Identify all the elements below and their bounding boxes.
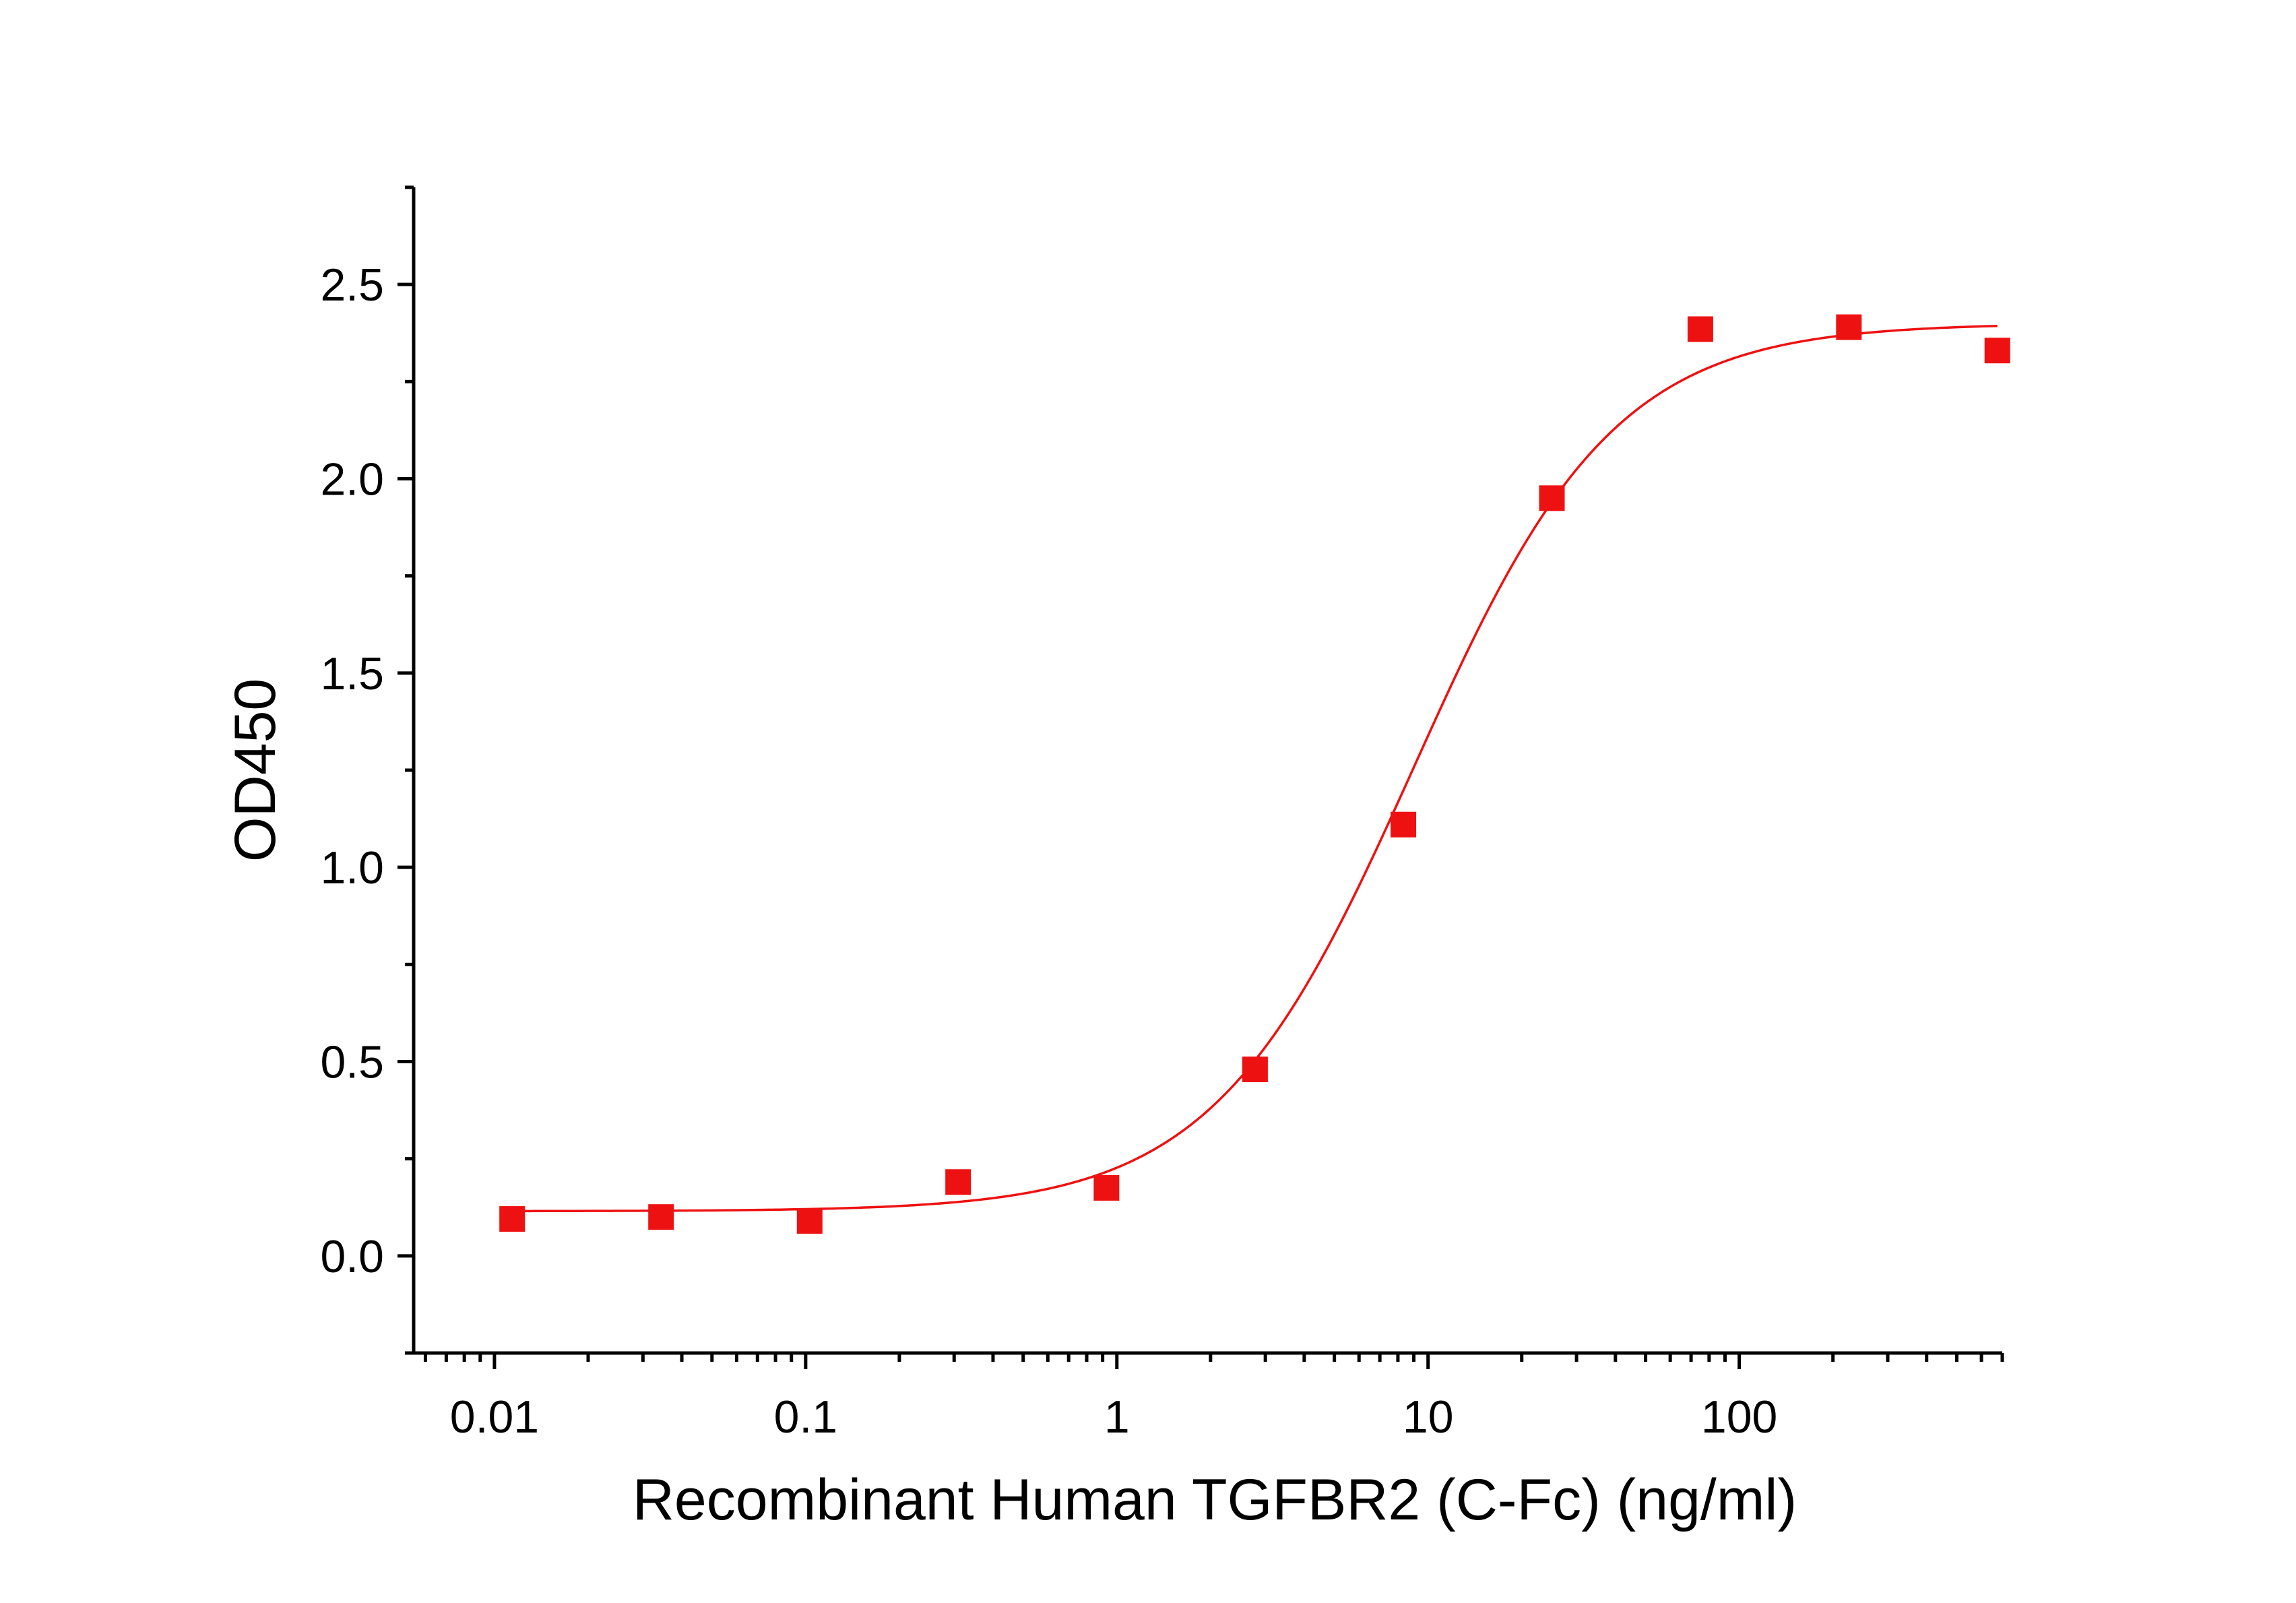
- x-tick-label: 1: [1104, 1391, 1130, 1443]
- data-point: [1539, 485, 1565, 511]
- data-point: [1093, 1174, 1120, 1201]
- y-tick-label: 0.0: [320, 1231, 384, 1282]
- x-tick-label: 0.1: [774, 1391, 838, 1443]
- x-tick-label: 10: [1403, 1391, 1454, 1443]
- y-tick-label: 1.0: [320, 842, 384, 893]
- y-tick-label: 0.5: [320, 1037, 384, 1088]
- x-tick-label: 0.01: [450, 1391, 539, 1443]
- axes: [412, 187, 2002, 1355]
- data-point: [796, 1207, 823, 1234]
- y-tick-label: 2.5: [320, 259, 384, 311]
- y-axis-title: OD450: [223, 679, 288, 862]
- data-point: [648, 1204, 674, 1230]
- x-tick-label: 100: [1701, 1391, 1777, 1443]
- data-points: [499, 314, 2010, 1234]
- tick-labels: 0.0 0.5 1.0 1.5 2.0 2.5 0.01 0.1 1 10 100: [320, 259, 1777, 1443]
- data-point: [1836, 314, 1862, 340]
- data-point: [1687, 316, 1713, 342]
- data-point: [945, 1169, 971, 1195]
- data-point: [1242, 1057, 1268, 1083]
- y-tick-label: 1.5: [320, 648, 384, 699]
- data-point: [499, 1206, 525, 1232]
- data-point: [1391, 811, 1417, 838]
- ticks: [397, 185, 2004, 1369]
- y-tick-label: 2.0: [320, 454, 384, 505]
- data-point: [1984, 338, 2010, 364]
- x-axis-title: Recombinant Human TGFBR2 (C-Fc) (ng/ml): [633, 1468, 1797, 1532]
